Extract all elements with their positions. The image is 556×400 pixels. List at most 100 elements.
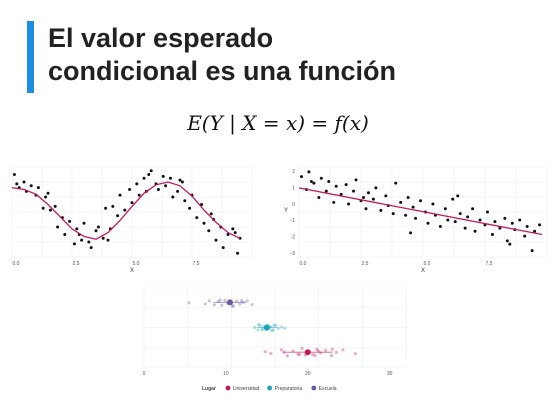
group-data-point [274, 324, 278, 328]
group-data-point [245, 299, 249, 303]
group-data-point [218, 298, 222, 302]
grouped-strip-plot: 0 10 20 30 Lugar Universidad Preparatoria Escue… [136, 282, 412, 397]
data-point [319, 176, 323, 180]
data-point [371, 197, 375, 201]
group-data-point [311, 353, 315, 357]
x-tick-label: 7.5 [486, 261, 493, 267]
data-point [533, 229, 537, 233]
data-point [364, 207, 368, 211]
x-tick-label: 10 [223, 371, 229, 377]
group-data-point [329, 354, 334, 358]
data-point [508, 242, 512, 246]
data-point [46, 191, 50, 195]
data-point [207, 229, 211, 233]
data-point [510, 221, 514, 225]
data-point [498, 226, 502, 230]
group-data-point [239, 298, 244, 302]
data-point [130, 201, 134, 205]
group-data-point [207, 299, 212, 303]
data-point [41, 206, 45, 210]
group-data-point [283, 326, 287, 330]
data-point [505, 239, 509, 243]
data-point [214, 238, 218, 242]
y-tick-label: 1 [292, 185, 295, 191]
data-point [171, 195, 175, 199]
data-point [104, 206, 108, 210]
data-point [53, 204, 57, 208]
y-tick-label: -2 [291, 235, 296, 241]
data-point [68, 219, 72, 223]
x-tick-label: 30 [387, 371, 393, 377]
data-point [75, 227, 79, 231]
group-data-point [324, 348, 328, 352]
group-data-point [300, 346, 304, 351]
linear-scatter-plot: 0.0 2.5 5.0 7.5 2 1 0 -1 -2 -3 X Y [277, 162, 554, 276]
data-point [354, 178, 358, 182]
data-point [530, 249, 534, 253]
data-point [485, 210, 489, 214]
data-point [221, 246, 225, 250]
x-axis-label: X [421, 268, 425, 274]
data-point [161, 174, 165, 178]
data-point [456, 194, 460, 198]
data-point [344, 183, 348, 187]
sine-scatter-svg: 0.0 2.5 5.0 7.5 X [11, 166, 253, 274]
data-point [94, 229, 98, 233]
data-point [149, 169, 153, 173]
data-point [72, 242, 76, 246]
group-data-point [256, 328, 260, 332]
data-point [202, 221, 206, 225]
data-point [463, 226, 467, 230]
data-point [12, 173, 16, 176]
group-data-point [353, 352, 357, 356]
data-point [307, 170, 311, 174]
data-point [361, 196, 365, 200]
data-point [89, 246, 93, 250]
group-data-point [230, 304, 235, 308]
group-data-point [252, 325, 257, 330]
data-point [178, 178, 182, 182]
data-point [209, 212, 213, 216]
data-point [443, 207, 447, 211]
group-data-point [250, 302, 254, 307]
data-point [458, 212, 462, 216]
x-tick-label: 2.5 [73, 261, 80, 267]
data-point [111, 204, 115, 208]
data-point [147, 173, 151, 176]
data-point [299, 175, 303, 179]
data-point [451, 197, 455, 201]
data-point [366, 191, 370, 195]
data-point [128, 188, 132, 191]
data-point [473, 229, 477, 233]
data-point [48, 208, 52, 212]
data-point [195, 216, 199, 220]
legend-entry: Escuela [319, 386, 337, 392]
group-data-point [271, 328, 275, 332]
data-point [56, 225, 60, 229]
group-data-point [269, 351, 273, 356]
x-tick-label: 5.0 [424, 261, 431, 267]
data-point [391, 212, 395, 216]
data-point [471, 207, 475, 211]
group-data-point [234, 299, 239, 303]
group-data-point [341, 348, 345, 352]
data-point [352, 189, 356, 193]
group-data-point [187, 301, 191, 305]
data-point [231, 227, 235, 231]
data-point [327, 179, 331, 183]
data-point [332, 200, 336, 204]
x-tick-label: 20 [305, 371, 311, 377]
data-point [29, 184, 33, 188]
group-data-point [212, 303, 217, 307]
fitted-mean-line [11, 181, 241, 240]
data-point [164, 184, 168, 188]
x-tick-label: 2.5 [362, 261, 369, 267]
data-point [478, 218, 482, 222]
data-point [106, 238, 110, 242]
data-point [409, 231, 413, 235]
data-point [36, 186, 40, 190]
data-point [226, 233, 230, 236]
data-point [525, 224, 529, 228]
data-point [80, 238, 84, 242]
data-point [446, 218, 450, 222]
